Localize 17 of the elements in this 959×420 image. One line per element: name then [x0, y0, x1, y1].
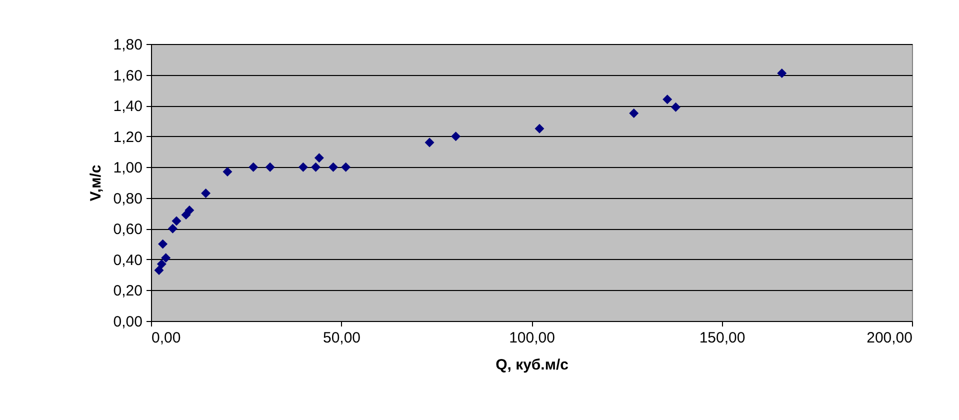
x-axis-title: Q, куб.м/с [496, 356, 568, 374]
y-tick-label: 0,60 [113, 221, 142, 238]
y-tick-label: 0,20 [113, 282, 142, 300]
x-tick-label: 50,00 [322, 330, 361, 346]
x-tick-label: 100,00 [509, 330, 555, 346]
y-axis-title: V,м/с [87, 164, 104, 202]
x-tick-label: 0,00 [152, 330, 181, 346]
y-tick-label: 1,40 [113, 98, 142, 116]
y-tick-label: 1,80 [113, 36, 142, 54]
y-tick-label: 0,00 [113, 314, 142, 330]
y-tick-label: 0,40 [113, 252, 142, 269]
y-tick-label: 1,00 [113, 160, 142, 177]
x-tick-label: 200,00 [866, 330, 912, 346]
y-tick-label: 1,60 [113, 67, 142, 84]
y-tick-label: 0,80 [113, 190, 142, 208]
y-tick-label: 1,20 [113, 128, 142, 146]
x-tick-label: 150,00 [699, 330, 746, 346]
